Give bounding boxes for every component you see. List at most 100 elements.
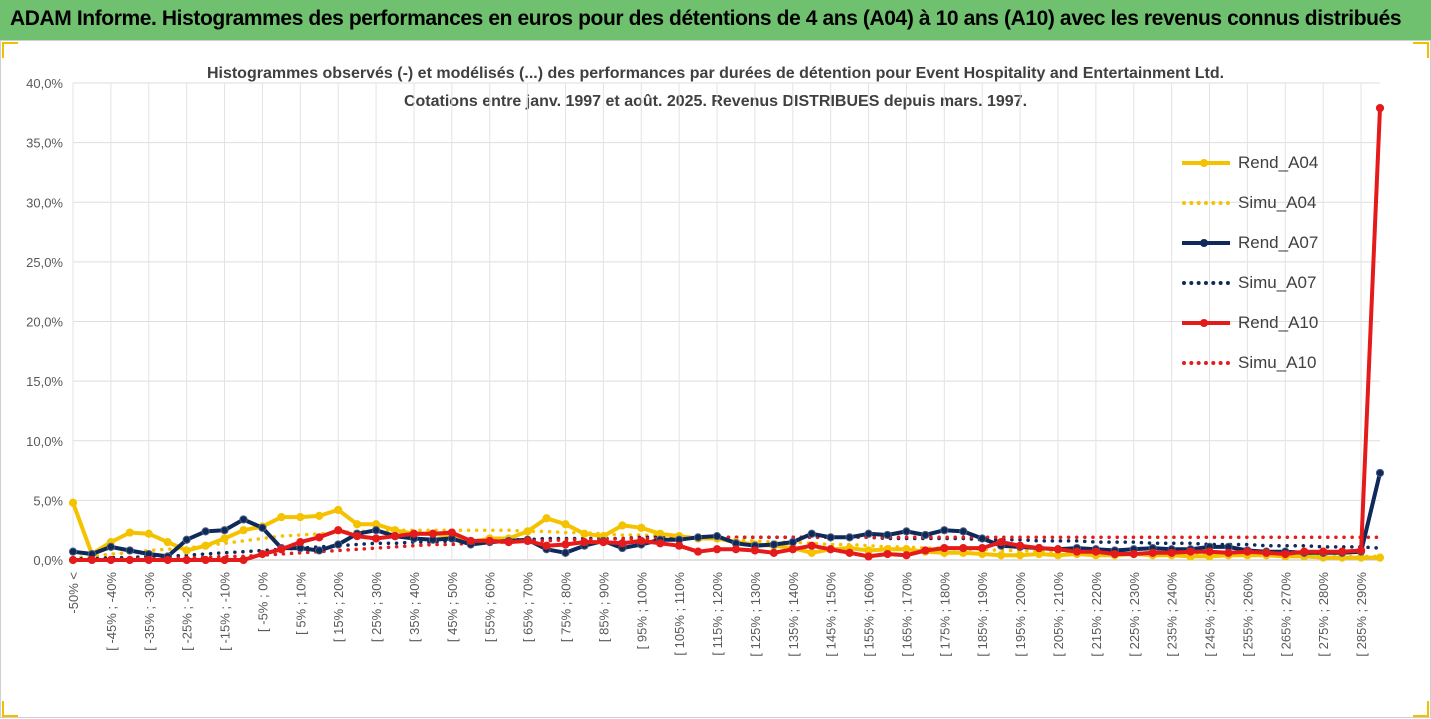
x-tick-label: [ 95% ; 100%	[634, 572, 649, 650]
data-point-rend_a07	[788, 538, 797, 547]
legend-label: Simu_A04	[1238, 193, 1317, 212]
data-point-rend_a10	[428, 529, 437, 538]
data-point-rend_a10	[1072, 547, 1082, 556]
data-point-rend_a07	[334, 540, 343, 549]
legend-swatch	[1180, 238, 1232, 248]
data-point-rend_a04	[201, 541, 210, 550]
report-title: ADAM Informe. Histogrammes des performan…	[10, 7, 1402, 30]
data-point-rend_a10	[883, 549, 892, 559]
legend-item: Rend_A07	[1180, 223, 1360, 263]
data-point-rend_a07	[940, 526, 949, 535]
data-point-rend_a10	[1281, 549, 1290, 559]
legend-label: Simu_A07	[1238, 273, 1317, 292]
data-point-rend_a10	[220, 555, 229, 565]
selection-handle[interactable]	[2, 42, 18, 58]
data-point-rend_a10	[106, 555, 115, 565]
data-point-rend_a04	[580, 529, 589, 538]
data-point-rend_a04	[163, 538, 172, 547]
selection-handle[interactable]	[1413, 42, 1429, 58]
y-tick-label: 30,0%	[26, 195, 63, 210]
chart-title: Histogrammes observés (-) et modélisés (…	[0, 60, 1431, 116]
data-point-rend_a04	[68, 498, 78, 507]
data-point-rend_a10	[1110, 549, 1119, 559]
x-tick-label: [ 285% ; 290%	[1354, 572, 1369, 657]
x-tick-label: [ 135% ; 140%	[786, 572, 801, 657]
data-point-rend_a07	[921, 530, 930, 540]
data-point-rend_a10	[959, 543, 968, 553]
data-point-rend_a07	[125, 546, 134, 555]
legend-item: Simu_A04	[1180, 183, 1360, 223]
data-point-rend_a10	[712, 545, 722, 554]
data-point-rend_a04	[315, 511, 324, 520]
data-point-rend_a04	[182, 546, 191, 555]
data-point-rend_a10	[1186, 547, 1195, 556]
data-point-rend_a10	[1356, 546, 1366, 555]
data-point-rend_a07	[371, 526, 381, 535]
y-tick-label: 10,0%	[26, 434, 63, 449]
data-point-rend_a10	[769, 548, 778, 557]
legend-item: Rend_A10	[1180, 303, 1360, 343]
y-tick-label: 15,0%	[26, 374, 63, 389]
data-point-rend_a04	[144, 529, 153, 538]
data-point-rend_a10	[182, 555, 191, 565]
data-point-rend_a10	[902, 551, 911, 560]
data-point-rend_a10	[447, 528, 456, 537]
data-point-rend_a10	[1319, 547, 1328, 556]
x-tick-label: [ 15% ; 20%	[331, 572, 346, 643]
legend-swatch	[1180, 318, 1232, 328]
data-point-rend_a10	[1091, 547, 1100, 556]
data-point-rend_a10	[675, 541, 684, 550]
data-point-rend_a10	[788, 545, 797, 554]
x-tick-label: [ 255% ; 260%	[1240, 572, 1255, 657]
selection-handle[interactable]	[1413, 701, 1429, 717]
data-point-rend_a10	[750, 546, 760, 555]
data-point-rend_a10	[1053, 545, 1063, 554]
data-point-rend_a10	[1338, 547, 1347, 556]
data-point-rend_a07	[239, 515, 248, 524]
data-point-rend_a04	[618, 521, 627, 530]
data-point-rend_a10	[845, 548, 854, 557]
data-point-rend_a07	[201, 527, 210, 536]
data-point-rend_a07	[807, 529, 816, 538]
x-tick-label: [ 75% ; 80%	[558, 572, 573, 643]
data-point-rend_a10	[1167, 548, 1176, 557]
data-point-rend_a10	[466, 536, 475, 546]
data-point-rend_a10	[68, 555, 78, 565]
data-point-rend_a07	[712, 532, 722, 541]
x-tick-label: [ 275% ; 280%	[1316, 572, 1331, 657]
x-tick-label: [ 235% ; 240%	[1165, 572, 1180, 657]
data-point-rend_a10	[277, 545, 286, 554]
data-point-rend_a10	[296, 538, 305, 547]
y-tick-label: 40,0%	[26, 76, 63, 91]
data-point-rend_a10	[1262, 548, 1271, 557]
series-line-rend_a10	[71, 106, 1382, 562]
data-point-rend_a07	[978, 534, 987, 543]
selection-handle[interactable]	[2, 701, 18, 717]
data-point-rend_a07	[883, 530, 892, 540]
data-point-rend_a04	[1016, 551, 1025, 560]
data-point-rend_a10	[921, 546, 930, 555]
data-point-rend_a10	[485, 536, 494, 546]
data-point-rend_a07	[68, 547, 78, 556]
legend-label: Rend_A04	[1238, 153, 1319, 172]
data-point-rend_a10	[353, 532, 362, 541]
x-tick-label: [ 265% ; 270%	[1278, 572, 1293, 657]
x-tick-label: [ 195% ; 200%	[1013, 572, 1028, 657]
data-point-rend_a10	[807, 541, 816, 550]
data-point-rend_a10	[731, 545, 741, 554]
report-banner: ADAM Informe. Histogrammes des performan…	[0, 0, 1431, 41]
series-line-rend_a07	[71, 470, 1382, 559]
x-tick-label: [ 35% ; 40%	[407, 572, 422, 643]
data-point-rend_a04	[637, 523, 646, 532]
x-tick-label: [ 185% ; 190%	[975, 572, 990, 657]
legend-swatch	[1180, 158, 1232, 168]
data-point-rend_a10	[125, 555, 134, 565]
x-tick-label: [ -5% ; 0%	[255, 572, 270, 632]
data-point-rend_a04	[561, 520, 570, 529]
y-tick-label: 0,0%	[33, 553, 63, 568]
data-point-rend_a10	[940, 543, 949, 553]
data-point-rend_a10	[409, 529, 419, 538]
data-point-rend_a10	[618, 539, 627, 548]
x-tick-label: [ 55% ; 60%	[483, 572, 498, 643]
data-point-rend_a10	[258, 549, 267, 559]
